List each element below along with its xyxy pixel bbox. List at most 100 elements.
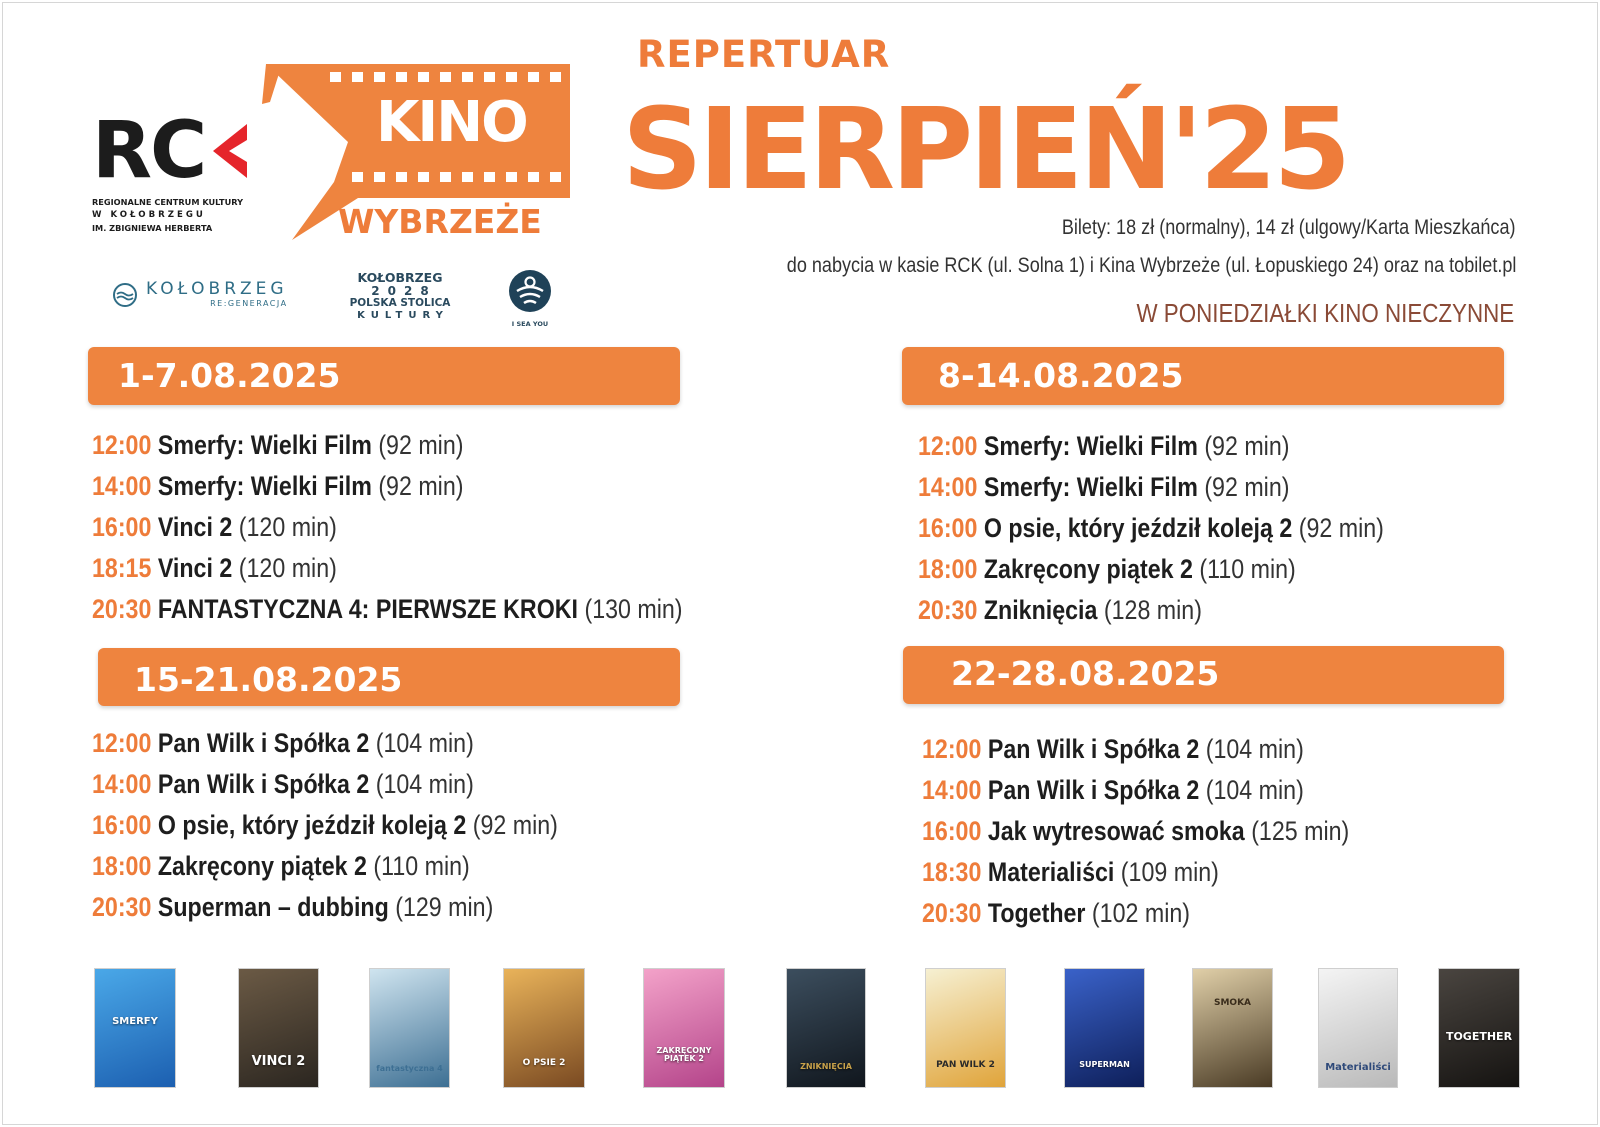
- poster-title: PAN WILK 2: [936, 1060, 995, 1070]
- film-duration: (92 min): [1204, 472, 1290, 502]
- film-duration: (128 min): [1103, 595, 1202, 625]
- film-duration: (120 min): [238, 512, 337, 542]
- film-title: Pan Wilk i Spółka 2: [987, 734, 1200, 764]
- show-time: 12:00: [918, 431, 978, 461]
- showtime-row: 16:00 O psie, który jeździł koleją 2 (92…: [918, 508, 1384, 549]
- show-time: 12:00: [922, 734, 982, 764]
- week-header-1: 1-7.08.2025: [88, 347, 680, 405]
- kino-logo-text: KINO: [376, 90, 529, 155]
- esk-line-2: 2028: [371, 283, 437, 298]
- poster-title: SMERFY: [112, 1016, 158, 1027]
- week-range: 15-21.08.2025: [134, 660, 403, 699]
- film-title: Zakręcony piątek 2: [157, 851, 367, 881]
- tickets-sales-line: do nabycia w kasie RCK (ul. Solna 1) i K…: [786, 254, 1516, 277]
- film-title: FANTASTYCZNA 4: PIERWSZE KROKI: [157, 594, 578, 624]
- month-title: SIERPIEŃ'25: [622, 85, 1351, 215]
- film-title: Pan Wilk i Spółka 2: [157, 728, 370, 758]
- poster-title: Materialiści: [1325, 1062, 1391, 1073]
- film-title: Vinci 2: [157, 553, 233, 583]
- film-duration: (92 min): [1204, 431, 1290, 461]
- show-time: 18:30: [922, 857, 982, 887]
- film-title: Pan Wilk i Spółka 2: [987, 775, 1200, 805]
- film-strip-icon: [262, 64, 570, 240]
- show-time: 20:30: [92, 892, 152, 922]
- rck-chevron-icon: [213, 124, 248, 178]
- i-sea-you-label: I SEA YOU: [511, 320, 549, 328]
- showtime-row: 18:00 Zakręcony piątek 2 (110 min): [918, 549, 1384, 590]
- film-duration: (110 min): [373, 851, 470, 881]
- week-range: 1-7.08.2025: [118, 356, 341, 395]
- week-header-3: 15-21.08.2025: [98, 648, 680, 706]
- kolobrzeg-wave-icon: [113, 283, 137, 307]
- film-duration: (129 min): [395, 892, 494, 922]
- film-title: Smerfy: Wielki Film: [157, 430, 372, 460]
- rck-line-3: IM. ZBIGNIEWA HERBERTA: [92, 223, 213, 233]
- rck-logo: RC REGIONALNE CENTRUM KULTURY W KOŁOBRZE…: [92, 112, 264, 235]
- show-time: 18:15: [92, 553, 152, 583]
- showtime-row: 14:00 Smerfy: Wielki Film (92 min): [918, 467, 1384, 508]
- kolobrzeg-sub: RE:GENERACJA: [210, 299, 288, 308]
- showtime-row: 16:00 Jak wytresować smoka (125 min): [922, 811, 1349, 852]
- film-title: O psie, który jeździł koleją 2: [983, 513, 1293, 543]
- show-time: 20:30: [918, 595, 978, 625]
- film-duration: (92 min): [1298, 513, 1384, 543]
- showtime-row: 14:00 Pan Wilk i Spółka 2 (104 min): [92, 764, 558, 805]
- film-duration: (92 min): [472, 810, 558, 840]
- show-time: 18:00: [918, 554, 978, 584]
- film-title: Smerfy: Wielki Film: [157, 471, 372, 501]
- show-time: 16:00: [918, 513, 978, 543]
- showtime-row: 16:00 Vinci 2 (120 min): [92, 507, 683, 548]
- poster-materialisci: Materialiści: [1318, 968, 1398, 1088]
- esk-line-4: KULTURY: [357, 309, 449, 321]
- film-title: Vinci 2: [157, 512, 233, 542]
- poster-title: ZNIKNIĘCIA: [800, 1062, 852, 1071]
- poster-title: VINCI 2: [251, 1054, 306, 1069]
- showtime-row: 18:15 Vinci 2 (120 min): [92, 548, 683, 589]
- poster-together: TOGETHER: [1438, 968, 1520, 1088]
- poster-vinci-2: VINCI 2: [238, 968, 319, 1088]
- poster-zakrecony-piatek-2: ZAKRĘCONY PIĄTEK 2: [643, 968, 725, 1088]
- show-time: 14:00: [918, 472, 978, 502]
- film-duration: (130 min): [584, 594, 683, 624]
- poster-title: TOGETHER: [1445, 1030, 1513, 1043]
- week-range: 8-14.08.2025: [938, 356, 1184, 395]
- poster-title: SMOKA: [1213, 998, 1252, 1008]
- week-4-showtimes: 12:00 Pan Wilk i Spółka 2 (104 min) 14:0…: [922, 729, 1419, 934]
- poster-znikniecia: ZNIKNIĘCIA: [786, 968, 866, 1088]
- poster-title: SUPERMAN: [1079, 1060, 1130, 1069]
- showtime-row: 18:30 Materialiści (109 min): [922, 852, 1349, 893]
- showtime-row: 18:00 Zakręcony piątek 2 (110 min): [92, 846, 558, 887]
- showtime-row: 12:00 Pan Wilk i Spółka 2 (104 min): [922, 729, 1349, 770]
- week-3-showtimes: 12:00 Pan Wilk i Spółka 2 (104 min) 14:0…: [92, 723, 634, 928]
- film-title: Smerfy: Wielki Film: [983, 431, 1198, 461]
- film-title: O psie, który jeździł koleją 2: [157, 810, 467, 840]
- film-title: Together: [987, 898, 1086, 928]
- film-duration: (104 min): [1205, 775, 1304, 805]
- film-duration: (125 min): [1251, 816, 1350, 846]
- show-time: 12:00: [92, 430, 152, 460]
- poster-fantastyczna-4: fantastyczna 4: [369, 968, 450, 1088]
- poster-title: fantastyczna 4: [376, 1064, 443, 1073]
- poster-title: O PSIE 2: [522, 1058, 566, 1068]
- film-duration: (104 min): [1205, 734, 1304, 764]
- kolobrzeg-regeneracja-logo: KOŁOBRZEG RE:GENERACJA: [112, 280, 288, 310]
- film-title: Zakręcony piątek 2: [983, 554, 1193, 584]
- poster-superman: SUPERMAN: [1064, 968, 1145, 1088]
- show-time: 18:00: [92, 851, 152, 881]
- tickets-price-line: Bilety: 18 zł (normalny), 14 zł (ulgowy/…: [1062, 216, 1516, 239]
- film-title: Materialiści: [987, 857, 1115, 887]
- show-time: 14:00: [92, 471, 152, 501]
- wybrzeze-logo-text: WYBRZEŻE: [338, 202, 542, 241]
- week-header-4: 22-28.08.2025: [903, 646, 1504, 704]
- showtime-row: 14:00 Smerfy: Wielki Film (92 min): [92, 466, 683, 507]
- esk-2028-logo: KOŁOBRZEG 2028 POLSKA STOLICA KULTURY: [345, 271, 455, 322]
- repertuar-label: REPERTUAR: [637, 33, 891, 76]
- poster-smerfy: SMERFY: [94, 968, 176, 1088]
- poster-o-psie-2: O PSIE 2: [503, 968, 585, 1088]
- showtime-row: 12:00 Smerfy: Wielki Film (92 min): [92, 425, 683, 466]
- week-2-showtimes: 12:00 Smerfy: Wielki Film (92 min) 14:00…: [918, 426, 1460, 631]
- film-duration: (104 min): [375, 769, 474, 799]
- i-sea-you-logo: I SEA YOU: [507, 269, 553, 328]
- week-range: 22-28.08.2025: [951, 654, 1220, 693]
- film-duration: (110 min): [1199, 554, 1296, 584]
